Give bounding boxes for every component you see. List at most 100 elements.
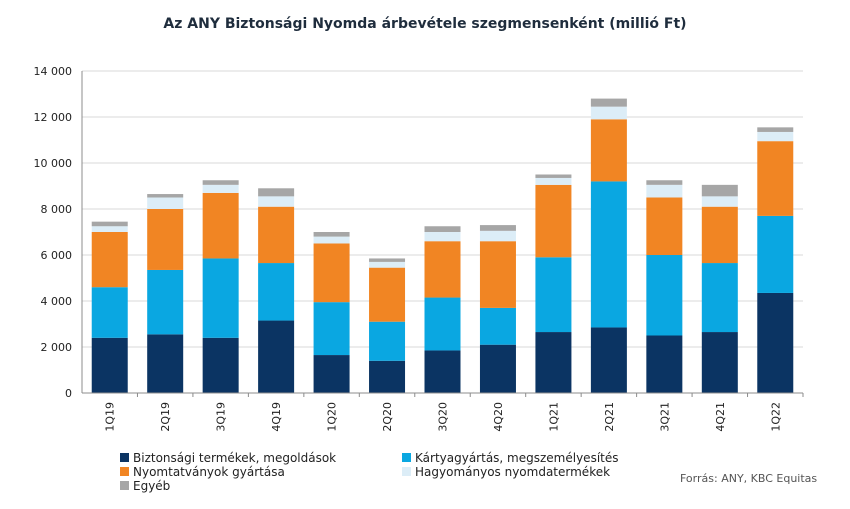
bar-segment [535, 184, 572, 258]
bar-segment [369, 360, 406, 393]
legend-label: Hagyományos nyomdatermékek [415, 465, 611, 479]
legend-item-egyeb: Egyéb [120, 479, 170, 493]
axis-layer: 0 2 000 4 000 6 000 8 000 10 000 12 000 14 000 1… [34, 65, 804, 432]
bar-segment [91, 221, 128, 227]
legend-label: Kártyagyártás, megszemélyesítés [415, 451, 619, 465]
bar-segment [590, 181, 627, 328]
y-tick-label: 6 000 [41, 249, 73, 262]
bars-layer [91, 98, 794, 393]
legend-item-hagyomanyos: Hagyományos nyomdatermékek [402, 465, 610, 479]
bar-segment [701, 263, 738, 333]
bar-segment [646, 184, 683, 198]
x-tick-label: 4Q20 [492, 402, 505, 432]
bar-segment [479, 241, 516, 308]
legend-swatch [120, 481, 129, 490]
x-tick-label: 1Q21 [547, 402, 560, 432]
bar-segment [701, 332, 738, 393]
y-tick-label: 14 000 [34, 65, 73, 78]
bar-segment [646, 335, 683, 393]
y-tick-label: 2 000 [41, 341, 73, 354]
bar-segment [701, 196, 738, 207]
bar-segment [258, 188, 295, 197]
bar-segment [479, 230, 516, 242]
bar-segment [479, 344, 516, 393]
bar-segment [479, 307, 516, 345]
bar-segment [535, 177, 572, 185]
bar-segment [202, 184, 239, 193]
x-tick-label: 2Q19 [159, 402, 172, 432]
bar-segment [202, 258, 239, 338]
bar-segment [91, 226, 128, 232]
bar-segment [757, 215, 794, 293]
bar-segment [424, 232, 461, 242]
x-tick-label: 2Q21 [603, 402, 616, 432]
bar-segment [479, 225, 516, 231]
bar-segment [202, 180, 239, 185]
legend-item-nyomtatvanyok: Nyomtatványok gyártása [120, 465, 285, 479]
bar-segment [147, 269, 184, 335]
bar-segment [91, 287, 128, 338]
bar-segment [757, 127, 794, 132]
bar-segment [313, 232, 350, 237]
bar-segment [313, 302, 350, 356]
bar-segment [91, 232, 128, 288]
bar-segment [369, 321, 406, 361]
bar-segment [147, 209, 184, 270]
bar-segment [258, 320, 295, 393]
bar-segment [646, 180, 683, 185]
bar-segment [590, 98, 627, 107]
bar-segment [91, 337, 128, 393]
bar-segment [258, 263, 295, 321]
bar-segment [369, 258, 406, 262]
legend-label: Egyéb [133, 479, 171, 493]
bar-segment [202, 337, 239, 393]
y-tick-label: 4 000 [41, 295, 73, 308]
legend-label: Biztonsági termékek, megoldások [133, 451, 337, 465]
bar-segment [147, 194, 184, 198]
bar-segment [535, 174, 572, 178]
bar-segment [424, 241, 461, 298]
bar-segment [369, 267, 406, 322]
bar-segment [313, 236, 350, 244]
source-note: Forrás: ANY, KBC Equitas [680, 472, 818, 485]
bar-segment [701, 206, 738, 264]
bar-segment [757, 131, 794, 142]
y-tick-label: 10 000 [34, 157, 73, 170]
x-tick-label: 1Q22 [769, 402, 782, 432]
y-tick-label: 0 [65, 387, 72, 400]
x-tick-label: 4Q21 [714, 402, 727, 432]
bar-segment [757, 141, 794, 216]
y-tick-label: 12 000 [34, 111, 73, 124]
bar-segment [590, 119, 627, 182]
bar-segment [147, 197, 184, 209]
bar-segment [757, 292, 794, 393]
bar-segment [646, 255, 683, 336]
bar-segment [147, 334, 184, 393]
legend-swatch [120, 467, 129, 476]
bar-segment [590, 106, 627, 120]
legend-item-kartyagyartas: Kártyagyártás, megszemélyesítés [402, 451, 619, 465]
x-tick-label: 3Q19 [215, 402, 228, 432]
x-tick-label: 4Q19 [270, 402, 283, 432]
bar-segment [535, 332, 572, 393]
x-tick-label: 3Q20 [437, 402, 450, 432]
bar-segment [424, 226, 461, 232]
legend-label: Nyomtatványok gyártása [133, 465, 285, 479]
x-tick-label: 1Q19 [104, 402, 117, 432]
bar-segment [701, 184, 738, 197]
bar-segment [646, 197, 683, 255]
bar-segment [369, 261, 406, 268]
legend-swatch [402, 453, 411, 462]
legend-item-biztonsagi: Biztonsági termékek, megoldások [120, 451, 336, 465]
x-tick-label: 2Q20 [381, 402, 394, 432]
bar-segment [424, 350, 461, 393]
legend-swatch [120, 453, 129, 462]
x-tick-label: 1Q20 [326, 402, 339, 432]
bar-segment [202, 192, 239, 259]
bar-segment [258, 196, 295, 207]
bar-segment [424, 297, 461, 351]
legend-swatch [402, 467, 411, 476]
bar-segment [313, 355, 350, 393]
bar-segment [313, 243, 350, 303]
